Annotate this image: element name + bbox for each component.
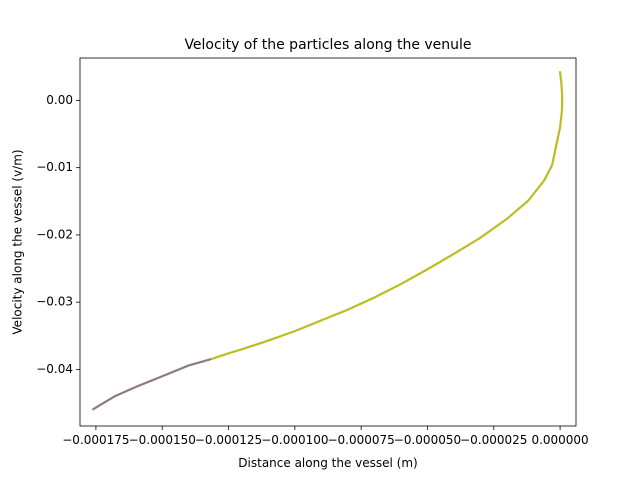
x-axis-label: Distance along the vessel (m) (238, 456, 417, 470)
x-tick-label: −0.000125 (195, 433, 262, 447)
series-line-2 (92, 358, 212, 411)
y-tick-label: −0.04 (36, 362, 73, 376)
y-axis-label: Velocity along the vessel (v/m) (11, 149, 25, 334)
x-tick-label: −0.000150 (129, 433, 196, 447)
y-tick-label: −0.01 (36, 160, 73, 174)
plot-area (80, 58, 576, 426)
chart-title: Velocity of the particles along the venu… (184, 37, 471, 53)
series-layer (92, 71, 564, 411)
x-tick-label: −0.000075 (327, 433, 394, 447)
y-tick-label: −0.03 (36, 295, 73, 309)
x-tick-label: −0.000100 (261, 433, 328, 447)
x-tick-label: 0.000000 (531, 433, 588, 447)
series-line-1 (208, 71, 564, 361)
plot-frame (79, 57, 577, 427)
y-axis: 0.00 −0.01 −0.02 −0.03 −0.04 (36, 93, 80, 376)
x-axis: −0.000175−0.000150−0.000125−0.000100−0.0… (62, 426, 589, 447)
x-tick-label: −0.000050 (394, 433, 461, 447)
x-tick-label: −0.000175 (62, 433, 129, 447)
y-tick-label: −0.02 (36, 227, 73, 241)
x-tick-label: −0.000025 (460, 433, 527, 447)
y-tick-label: 0.00 (46, 93, 73, 107)
